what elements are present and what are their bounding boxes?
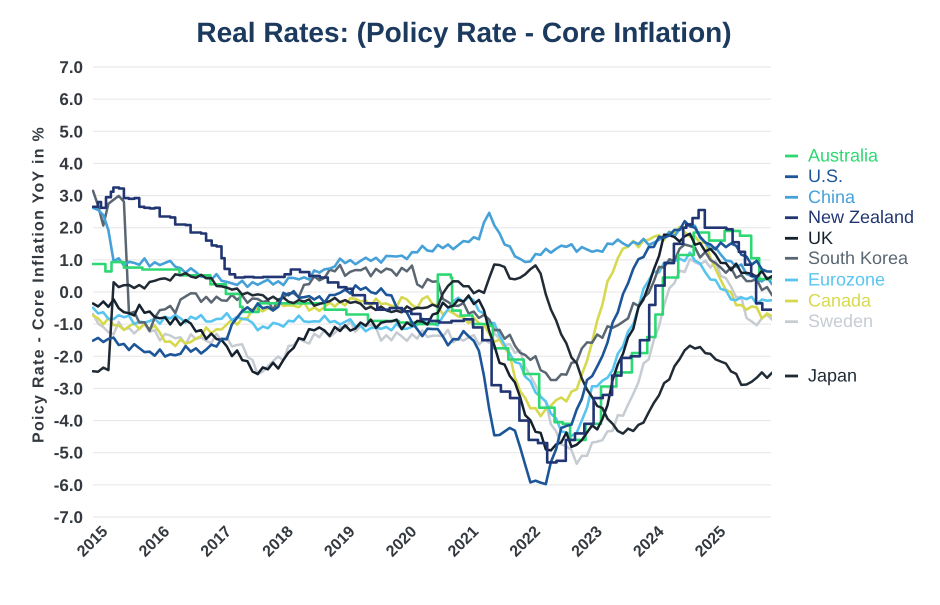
svg-text:2.0: 2.0	[59, 219, 83, 238]
svg-text:6.0: 6.0	[59, 90, 83, 109]
svg-text:Canada: Canada	[808, 291, 872, 311]
svg-text:Japan: Japan	[808, 366, 857, 386]
svg-text:1.0: 1.0	[59, 251, 83, 270]
svg-text:New Zealand: New Zealand	[808, 207, 914, 227]
svg-text:-7.0: -7.0	[54, 508, 83, 527]
svg-text:U.S.: U.S.	[808, 166, 843, 186]
svg-text:-2.0: -2.0	[54, 347, 83, 366]
svg-text:0.0: 0.0	[59, 283, 83, 302]
svg-text:7.0: 7.0	[59, 58, 83, 77]
svg-text:Australia: Australia	[808, 146, 879, 166]
svg-text:3.0: 3.0	[59, 187, 83, 206]
svg-text:South Korea: South Korea	[808, 248, 909, 268]
svg-text:-1.0: -1.0	[54, 315, 83, 334]
svg-text:-6.0: -6.0	[54, 476, 83, 495]
svg-text:UK: UK	[808, 228, 833, 248]
svg-text:Sweden: Sweden	[808, 311, 873, 331]
svg-text:Real Rates: (Policy Rate - Cor: Real Rates: (Policy Rate - Core Inflatio…	[196, 17, 731, 48]
svg-text:-5.0: -5.0	[54, 444, 83, 463]
svg-text:Eurozone: Eurozone	[808, 270, 885, 290]
svg-text:Poicy Rate - Core Inflation Yo: Poicy Rate - Core Inflation YoY in %	[31, 126, 48, 443]
svg-text:China: China	[808, 187, 856, 207]
svg-text:-3.0: -3.0	[54, 379, 83, 398]
svg-text:-4.0: -4.0	[54, 412, 83, 431]
svg-text:5.0: 5.0	[59, 122, 83, 141]
svg-text:4.0: 4.0	[59, 154, 83, 173]
